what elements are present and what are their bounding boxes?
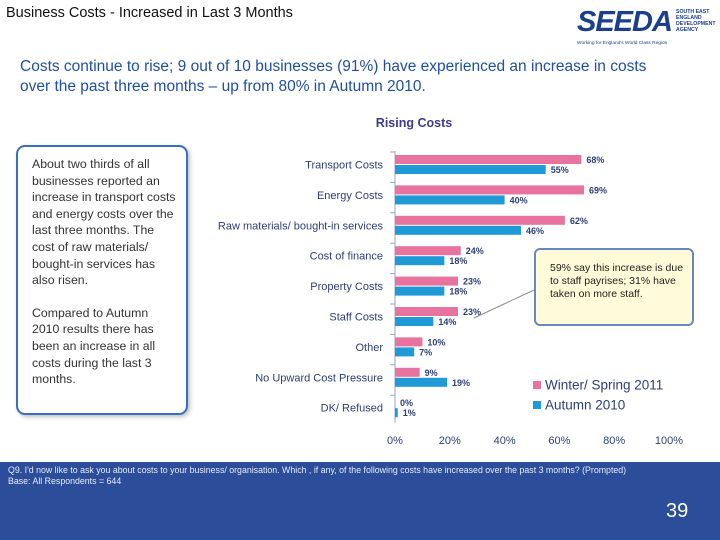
bar-value-label: 19%	[452, 378, 470, 388]
legend-swatch	[533, 401, 541, 409]
category-label: Energy Costs	[317, 190, 384, 202]
staff-callout: 59% say this increase is due to staff pa…	[534, 248, 694, 326]
bar-winter-spring-2011	[395, 215, 565, 225]
footer-question: Q9. I'd now like to ask you about costs …	[8, 465, 627, 475]
page-number: 39	[666, 500, 689, 522]
bar-value-label: 69%	[589, 185, 607, 195]
summary-paragraph-2: Compared to Autumn 2010 results there ha…	[32, 305, 156, 387]
bar-winter-spring-2011	[395, 367, 420, 377]
legend-label: Winter/ Spring 2011	[545, 378, 663, 393]
bar-winter-spring-2011	[395, 276, 459, 286]
category-label: Other	[355, 342, 383, 354]
page-title: Business Costs - Increased in Last 3 Mon…	[6, 5, 293, 21]
bar-value-label: 23%	[463, 307, 481, 317]
x-tick-label: 100%	[655, 435, 683, 447]
x-tick-label: 60%	[548, 435, 570, 447]
footer-text: Q9. I'd now like to ask you about costs …	[8, 465, 638, 488]
logo-wordmark: SEEDA	[577, 6, 673, 38]
bar-value-label: 68%	[586, 155, 604, 165]
logo-tagline: Working for England's World Class Region	[577, 41, 668, 46]
category-label: Transport Costs	[305, 160, 383, 172]
headline: Costs continue to rise; 9 out of 10 busi…	[20, 58, 647, 95]
bar-autumn-2010	[395, 256, 445, 266]
bar-value-label: 18%	[449, 256, 467, 266]
bar-value-label: 18%	[449, 287, 467, 297]
x-tick-label: 40%	[494, 435, 516, 447]
legend-swatch	[533, 381, 541, 389]
bar-winter-spring-2011	[395, 185, 585, 195]
bar-value-label: 40%	[510, 195, 528, 205]
bar-value-label: 1%	[403, 408, 416, 418]
category-label: Property Costs	[310, 281, 383, 293]
seeda-logo: SEEDA SOUTH EAST ENGLAND DEVELOPMENT AGE…	[577, 6, 717, 52]
bar-value-label: 7%	[419, 347, 432, 357]
bar-autumn-2010	[395, 225, 522, 235]
category-label: Staff Costs	[329, 312, 383, 324]
bar-autumn-2010	[395, 195, 505, 205]
bar-value-label: 62%	[570, 216, 588, 226]
bar-value-label: 46%	[526, 226, 544, 236]
bar-winter-spring-2011	[395, 337, 423, 347]
bar-value-label: 14%	[438, 317, 456, 327]
category-label: DK/ Refused	[321, 403, 383, 415]
bar-value-label: 0%	[400, 398, 413, 408]
summary-paragraph-1: About two thirds of all businesses repor…	[32, 157, 176, 288]
bar-value-label: 10%	[427, 337, 445, 347]
x-tick-label: 80%	[603, 435, 625, 447]
legend-label: Autumn 2010	[545, 398, 625, 413]
bar-autumn-2010	[395, 408, 398, 418]
bar-autumn-2010	[395, 165, 546, 174]
logo-side-text: SOUTH EAST ENGLAND DEVELOPMENT AGENCY	[676, 9, 716, 33]
x-tick-label: 20%	[439, 435, 461, 447]
callout-pointer	[473, 289, 535, 319]
bar-winter-spring-2011	[395, 246, 461, 256]
bar-value-label: 24%	[466, 246, 484, 256]
footer-base: Base: All Respondents = 644	[8, 476, 122, 487]
category-label: Cost of finance	[310, 251, 383, 263]
bar-autumn-2010	[395, 347, 415, 357]
category-label: No Upward Cost Pressure	[255, 372, 383, 384]
chart-title: Rising Costs	[376, 116, 452, 130]
footer-bar: Q9. I'd now like to ask you about costs …	[0, 462, 720, 540]
bar-winter-spring-2011	[395, 155, 582, 164]
bar-value-label: 55%	[551, 165, 569, 175]
x-tick-label: 0%	[387, 435, 403, 447]
bar-autumn-2010	[395, 317, 434, 326]
bar-value-label: 9%	[425, 368, 438, 378]
category-label: Raw materials/ bought-in services	[218, 220, 384, 232]
bar-autumn-2010	[395, 286, 445, 296]
rising-costs-chart: Rising Costs Transport Costs 68% 55% Energy …	[218, 116, 683, 447]
bar-autumn-2010	[395, 377, 448, 387]
summary-note-box: About two thirds of all businesses repor…	[16, 145, 188, 415]
bar-winter-spring-2011	[395, 307, 459, 316]
bar-value-label: 23%	[463, 277, 481, 287]
